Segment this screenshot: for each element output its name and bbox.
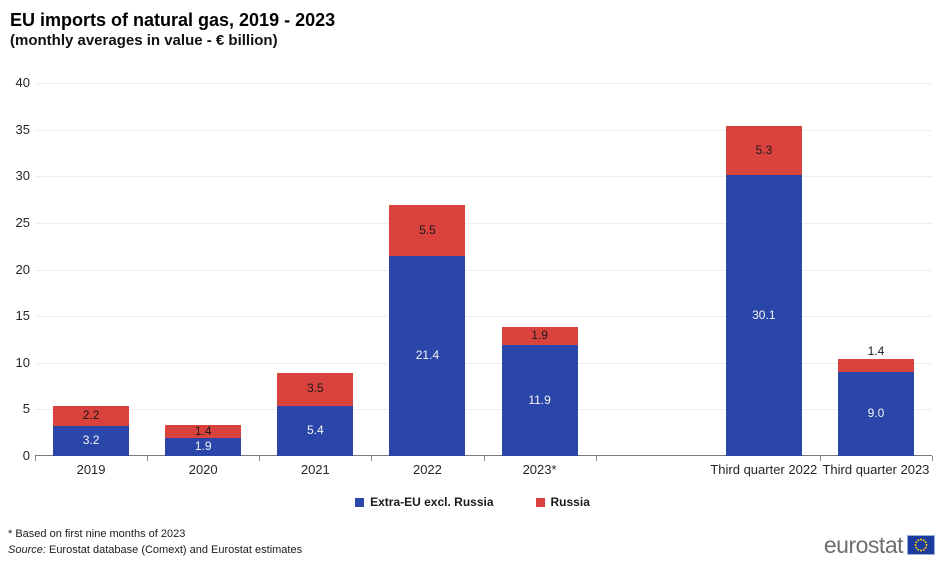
bar-value-label: 2.2 — [82, 407, 100, 422]
x-axis-tick — [371, 456, 373, 461]
bar-value-label: 3.2 — [82, 433, 100, 448]
chart-subtitle: (monthly averages in value - € billion) — [10, 32, 278, 49]
bar-segment-extra-eu-excl-russia-third-quarter-2022 — [725, 175, 802, 456]
y-axis-label-20: 20 — [15, 261, 30, 277]
bar-value-label: 30.1 — [752, 307, 776, 322]
eurostat-wordmark: eurostat — [823, 532, 904, 558]
gridline-20 — [35, 269, 932, 271]
gridline-30 — [35, 176, 932, 178]
bar-segment-russia-2023- — [501, 327, 578, 346]
x-axis-label-third-quarter-2023: Third quarter 2023 — [822, 462, 930, 477]
bar-segment-russia-third-quarter-2023 — [837, 359, 914, 373]
gridline-40 — [35, 83, 932, 84]
bar-segment-russia-third-quarter-2022 — [725, 125, 802, 176]
x-axis-tick — [35, 456, 36, 461]
source-text: Eurostat database (Comext) and Eurostat … — [45, 544, 303, 556]
bar-value-label: 21.4 — [415, 348, 440, 363]
bar-value-label: 5.5 — [419, 222, 436, 237]
bar-value-label: 1.9 — [194, 439, 212, 454]
x-axis-label-2021: 2021 — [300, 462, 330, 477]
bar-segment-russia-2022 — [389, 205, 466, 257]
gridline-5 — [35, 409, 932, 411]
y-axis-label-0: 0 — [22, 448, 30, 463]
eurostat-logo: eurostat — [823, 532, 935, 558]
bar-value-label: 1.4 — [867, 344, 885, 359]
y-axis-label-30: 30 — [15, 168, 30, 184]
bar-segment-extra-eu-excl-russia-2023- — [501, 345, 578, 456]
legend-item-extra-eu-excl-russia: Extra-EU excl. Russia — [355, 495, 494, 509]
x-axis-label-2023-: 2023* — [522, 462, 557, 477]
bar-segment-russia-2019 — [53, 405, 130, 427]
bar-segment-extra-eu-excl-russia-2019 — [53, 426, 130, 456]
y-axis-label-25: 25 — [15, 214, 30, 230]
source-label: Source: — [8, 544, 46, 556]
gridline-35 — [35, 129, 932, 131]
chart-legend: Extra-EU excl. Russia Russia — [0, 495, 945, 509]
footnote-source: Source: Eurostat database (Comext) and E… — [8, 544, 302, 556]
gridline-10 — [35, 362, 932, 364]
eu-flag-icon — [907, 535, 935, 555]
bar-value-label: 5.4 — [306, 422, 324, 437]
bar-segment-extra-eu-excl-russia-2022 — [389, 256, 466, 456]
legend-label: Russia — [550, 495, 590, 509]
y-axis-label-5: 5 — [22, 401, 30, 417]
bar-value-label: 11.9 — [528, 392, 551, 407]
x-axis-tick — [595, 456, 597, 461]
bar-value-label: 5.3 — [755, 142, 773, 157]
x-axis-line — [35, 455, 932, 456]
bar-value-label: 9.0 — [867, 406, 885, 421]
bar-value-label: 1.9 — [531, 328, 548, 343]
bar-value-label: 3.5 — [306, 381, 324, 396]
bar-segment-russia-2021 — [277, 373, 354, 406]
x-axis-label-third-quarter-2022: Third quarter 2022 — [710, 462, 818, 477]
bar-segment-extra-eu-excl-russia-2020 — [165, 438, 242, 456]
y-axis-label-15: 15 — [15, 308, 30, 324]
bar-segment-russia-2020 — [165, 425, 242, 439]
chart-title: EU imports of natural gas, 2019 - 2023 — [10, 10, 336, 30]
legend-swatch-icon — [535, 497, 545, 507]
x-axis-tick — [483, 456, 485, 461]
y-axis-label-40: 40 — [15, 75, 30, 90]
x-axis-tick — [819, 456, 821, 461]
footnote-asterisk: * Based on first nine months of 2023 — [8, 528, 186, 540]
bar-segment-extra-eu-excl-russia-2021 — [277, 405, 354, 456]
x-axis-tick — [932, 456, 933, 461]
x-axis-tick — [259, 456, 261, 461]
x-axis-label-2019: 2019 — [76, 462, 106, 477]
y-axis-label-10: 10 — [15, 354, 30, 370]
gridline-15 — [35, 316, 932, 318]
legend-swatch-icon — [355, 497, 365, 507]
bar-segment-extra-eu-excl-russia-third-quarter-2023 — [837, 372, 914, 456]
x-axis-label-2020: 2020 — [188, 462, 218, 477]
legend-item-russia: Russia — [535, 495, 590, 509]
legend-label: Extra-EU excl. Russia — [370, 495, 494, 509]
gridline-25 — [35, 222, 932, 224]
y-axis-label-35: 35 — [15, 121, 30, 137]
bar-value-label: 1.4 — [194, 423, 212, 438]
x-axis-label-2022: 2022 — [412, 462, 442, 477]
x-axis-tick — [147, 456, 149, 461]
